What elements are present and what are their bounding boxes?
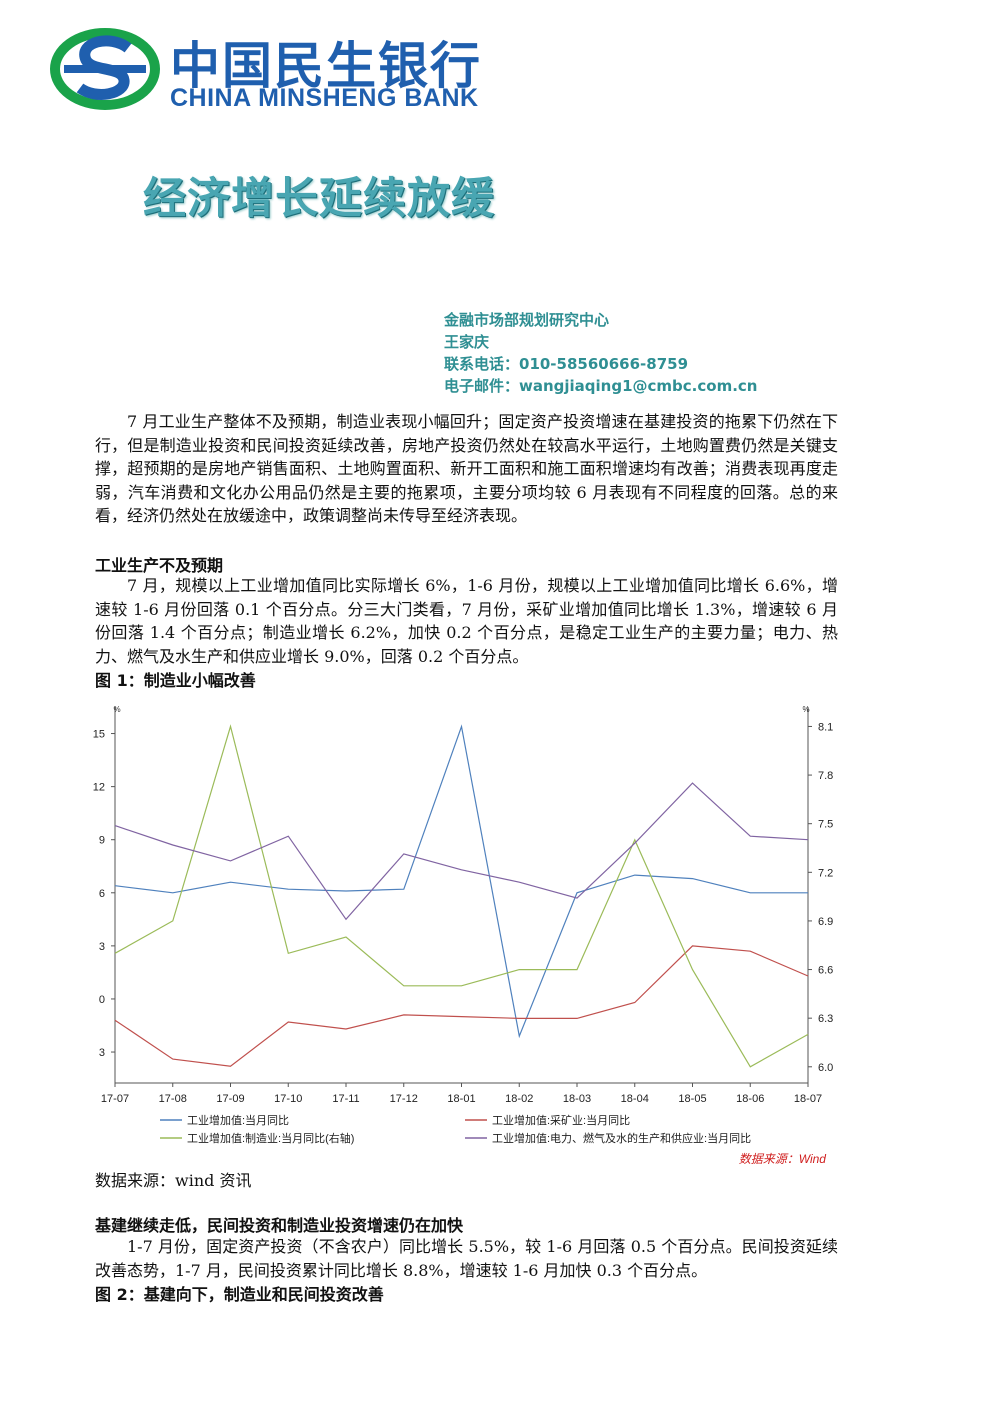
y-tick-label: 6	[99, 888, 105, 900]
x-tick-label: 17-09	[216, 1093, 244, 1105]
series-line	[114, 724, 809, 1068]
legend-label: 工业增加值:采矿业:当月同比	[492, 1113, 630, 1127]
document-title: 经济增长延续放缓	[143, 174, 495, 224]
legend-label: 工业增加值:当月同比	[187, 1113, 289, 1127]
series-line	[114, 945, 809, 1067]
y2-tick-label: 7.2	[818, 867, 833, 879]
y-tick-label: 3	[99, 941, 105, 953]
logo-chinese: 中国民生银行	[170, 37, 482, 95]
x-tick-label: 17-11	[332, 1093, 359, 1105]
y-tick-label: 3	[99, 1047, 105, 1059]
y-tick-label: 15	[93, 729, 105, 741]
logo-mark	[50, 28, 160, 110]
x-tick-label: 17-07	[101, 1093, 129, 1105]
y2-tick-label: 8.1	[818, 721, 833, 733]
section-paragraph: 1-7 月份，固定资产投资（不含农户）同比增长 5.5%，较 1-6 月回落 0…	[95, 1237, 838, 1280]
author-phone: 联系电话：010-58560666-8759	[444, 355, 689, 373]
x-tick-label: 18-02	[505, 1093, 533, 1105]
y-tick-label: 12	[93, 782, 105, 794]
x-tick-label: 18-01	[447, 1093, 475, 1105]
figure-caption: 图 1：制造业小幅改善	[95, 671, 256, 690]
chart-source: 数据来源：Wind	[739, 1152, 827, 1166]
y-tick-label: 9	[99, 835, 105, 847]
y2-tick-label: 7.5	[818, 819, 833, 831]
y2-tick-label: 6.3	[818, 1013, 833, 1025]
y-unit: %	[113, 705, 120, 714]
chart: % % 15 12 9 6 3 0 3 8.1 7.8 7.5 7.2 6.9 6.6 6.3 6.0 17-07…	[93, 705, 834, 1166]
x-tick-label: 18-05	[678, 1093, 706, 1105]
series-line	[114, 724, 808, 1039]
section-heading: 工业生产不及预期	[95, 556, 224, 575]
x-tick-label: 17-10	[274, 1093, 302, 1105]
figure-source: 数据来源：wind 资讯	[95, 1171, 252, 1190]
x-tick-label: 18-07	[794, 1093, 822, 1105]
y2-tick-label: 6.6	[818, 965, 833, 977]
y2-tick-label: 6.0	[818, 1062, 833, 1074]
x-tick-label: 17-08	[159, 1093, 187, 1105]
figure-caption: 图 2：基建向下，制造业和民间投资改善	[95, 1285, 384, 1304]
author-department: 金融市场部规划研究中心	[444, 311, 610, 329]
logo-english: CHINA MINSHENG BANK	[170, 84, 479, 112]
legend-label: 工业增加值:制造业:当月同比(右轴)	[187, 1131, 354, 1145]
y2-unit: %	[802, 705, 809, 714]
x-tick-label: 18-03	[563, 1093, 591, 1105]
author-email: 电子邮件：wangjiaqing1@cmbc.com.cn	[444, 377, 758, 395]
section-heading: 基建继续走低，民间投资和制造业投资增速仍在加快	[95, 1216, 464, 1235]
author-name: 王家庆	[444, 333, 490, 351]
x-tick-label: 17-12	[390, 1093, 418, 1105]
section-paragraph: 7 月，规模以上工业增加值同比实际增长 6%，1-6 月份，规模以上工业增加值同…	[95, 576, 838, 666]
intro-paragraph: 7 月工业生产整体不及预期，制造业表现小幅回升；固定资产投资增速在基建投资的拖累…	[95, 412, 838, 525]
legend-label: 工业增加值:电力、燃气及水的生产和供应业:当月同比	[492, 1131, 751, 1145]
y-tick-label: 0	[99, 994, 105, 1006]
x-tick-label: 18-04	[621, 1093, 649, 1105]
series-line	[114, 782, 809, 921]
x-tick-label: 18-06	[736, 1093, 764, 1105]
y2-tick-label: 6.9	[818, 916, 833, 928]
y2-tick-label: 7.8	[818, 770, 833, 782]
